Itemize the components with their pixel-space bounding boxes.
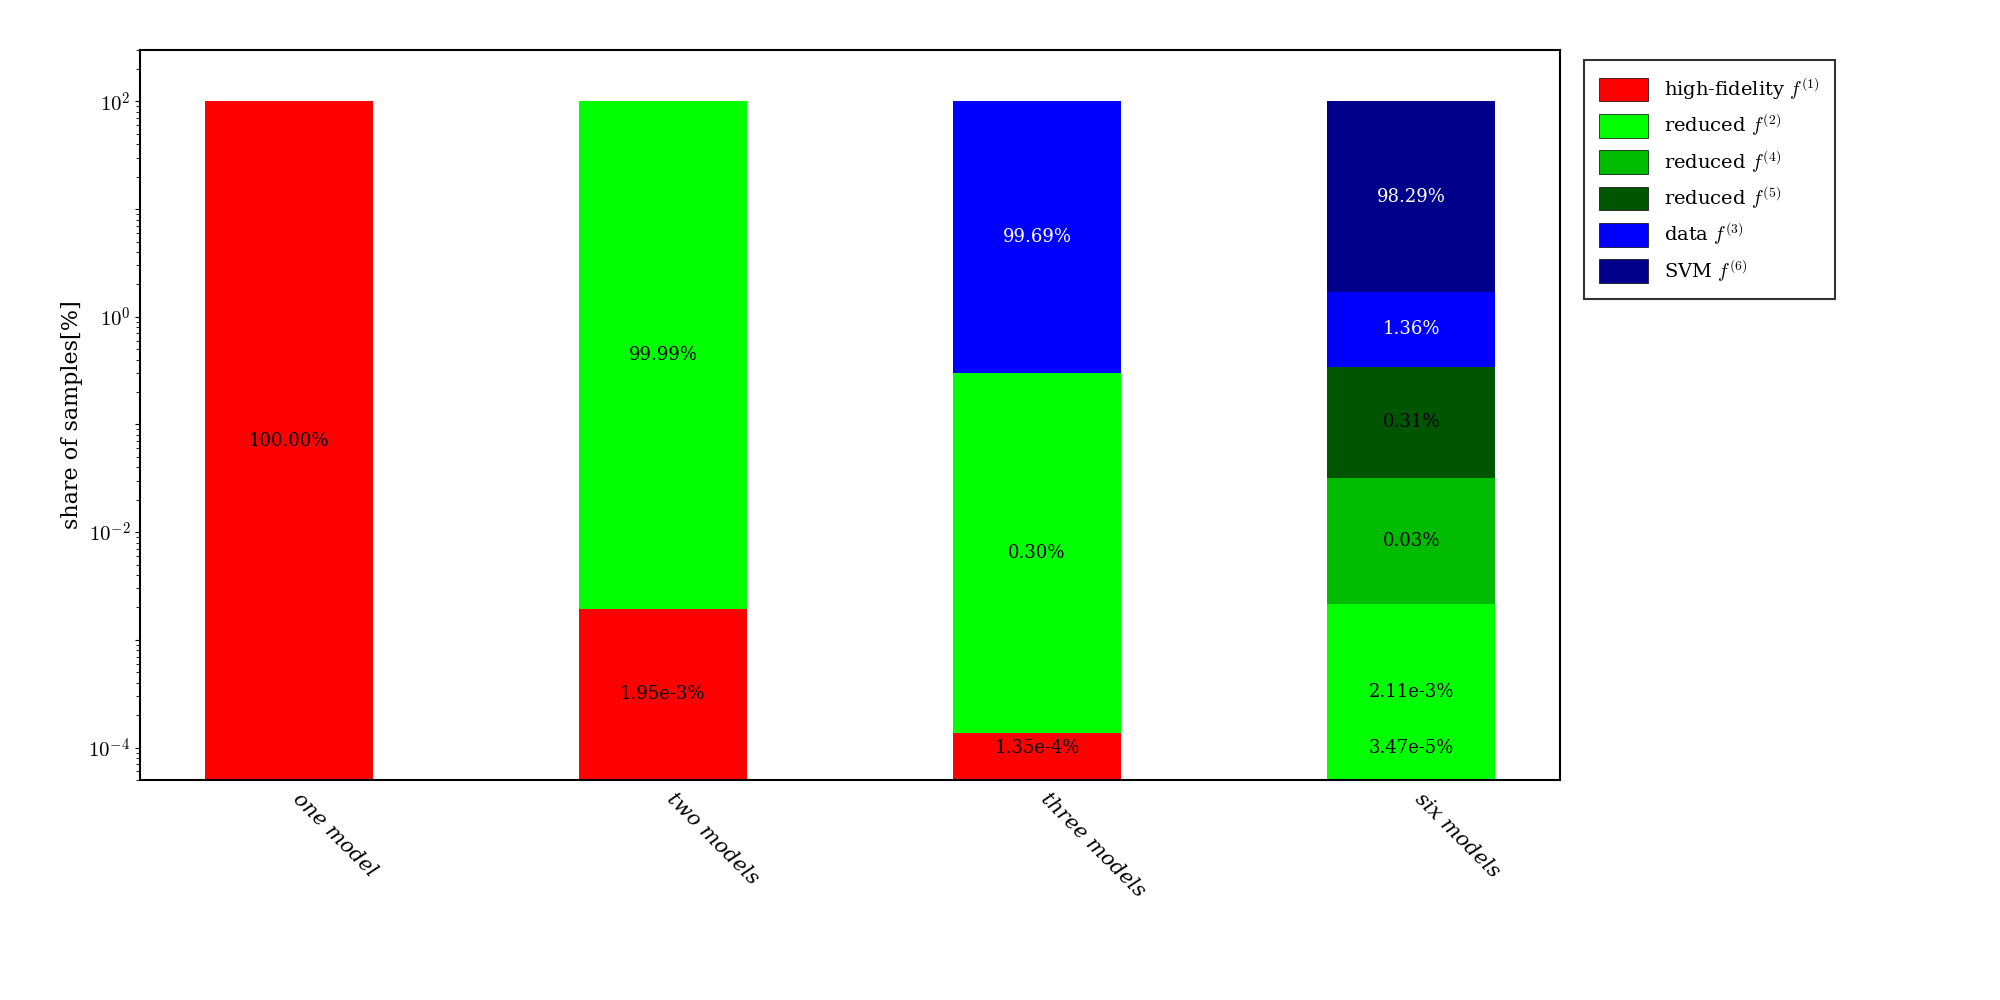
Text: 2.11e-3%: 2.11e-3% (1368, 683, 1454, 701)
Bar (1328, 796, 1496, 963)
Text: 99.99%: 99.99% (628, 346, 698, 364)
Text: 0.30%: 0.30% (1008, 544, 1066, 562)
Legend: high-fidelity $f^{(1)}$, reduced $f^{(2)}$, reduced $f^{(4)}$, reduced $f^{(5)}$: high-fidelity $f^{(1)}$, reduced $f^{(2)… (1584, 60, 1834, 299)
Bar (952, 373, 1122, 733)
Text: 1.95e-3%: 1.95e-3% (620, 685, 706, 703)
Bar (204, 101, 372, 963)
Text: 1.36%: 1.36% (1382, 320, 1440, 338)
Text: 1.35e-4%: 1.35e-4% (994, 739, 1080, 757)
Bar (952, 733, 1122, 963)
Bar (1328, 604, 1496, 796)
Bar (1328, 101, 1496, 292)
Text: 100.00%: 100.00% (248, 432, 328, 450)
Text: 99.69%: 99.69% (1002, 228, 1072, 246)
Bar (578, 101, 748, 609)
Bar (1328, 367, 1496, 478)
Text: 3.47e-5%: 3.47e-5% (1368, 739, 1454, 757)
Text: 0.31%: 0.31% (1382, 413, 1440, 431)
Bar (952, 101, 1122, 373)
Bar (578, 609, 748, 963)
Bar (1328, 292, 1496, 367)
Y-axis label: share of samples[%]: share of samples[%] (60, 301, 82, 529)
Text: 98.29%: 98.29% (1376, 188, 1446, 206)
Text: 0.03%: 0.03% (1382, 532, 1440, 550)
Bar (1328, 478, 1496, 604)
